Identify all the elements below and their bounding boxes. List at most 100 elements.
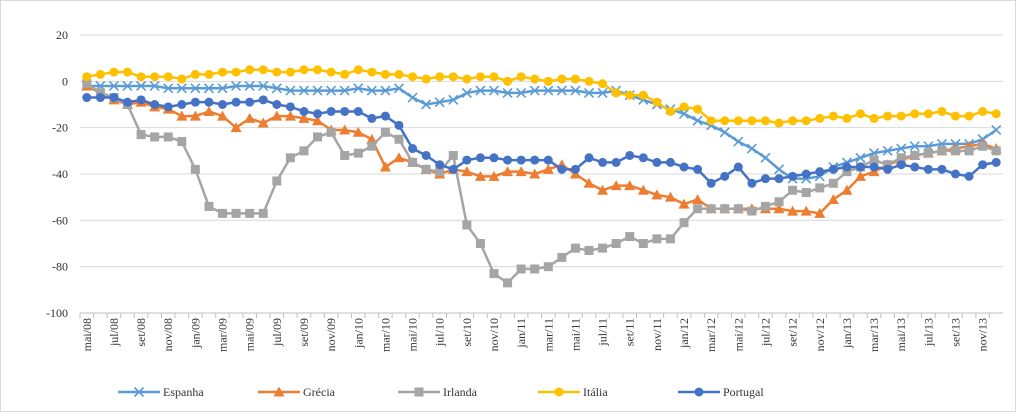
data-point [284, 110, 296, 121]
data-point [652, 97, 662, 107]
x-tick-label: mai/08 [80, 318, 94, 351]
data-point [82, 93, 92, 103]
data-point [923, 164, 933, 174]
data-point [516, 264, 526, 274]
data-point [231, 97, 241, 107]
data-point [733, 204, 743, 214]
data-point [353, 83, 364, 94]
data-point [394, 69, 404, 79]
data-point [136, 80, 147, 92]
x-tick-label: jul/12 [758, 318, 772, 347]
data-point [489, 153, 499, 163]
data-point [150, 100, 160, 109]
legend-label: Itália [583, 385, 608, 399]
data-point [516, 155, 526, 165]
data-point [435, 160, 445, 170]
data-point [950, 111, 960, 121]
data-point [123, 67, 133, 77]
x-tick-label: mai/12 [731, 318, 745, 351]
data-point [801, 169, 811, 179]
data-point [557, 252, 567, 262]
data-point [108, 80, 119, 92]
data-point [474, 170, 486, 181]
x-tick-label: jan/09 [188, 318, 202, 349]
data-point [448, 72, 458, 82]
data-point [393, 152, 405, 163]
data-point [204, 201, 214, 211]
data-point [787, 205, 799, 216]
data-point [570, 74, 580, 84]
data-point [189, 110, 201, 121]
data-point [978, 160, 988, 170]
data-point [883, 111, 893, 121]
data-point [883, 164, 893, 174]
data-point [204, 69, 214, 79]
data-point [584, 153, 594, 163]
data-point [583, 177, 595, 188]
data-point [598, 79, 608, 89]
data-point [543, 76, 553, 86]
data-point [706, 178, 716, 188]
data-point [367, 67, 377, 77]
data-point [570, 164, 580, 174]
data-point [339, 85, 350, 96]
data-point [978, 106, 988, 116]
data-point [896, 160, 906, 170]
data-point [258, 80, 269, 92]
data-point [869, 113, 879, 123]
data-point [842, 167, 852, 177]
data-point [719, 127, 730, 138]
data-point [652, 234, 662, 244]
data-point [367, 141, 377, 151]
data-point [190, 97, 200, 107]
x-tick-label: jul/11 [596, 318, 610, 347]
data-point [393, 83, 405, 94]
data-point [163, 83, 174, 94]
data-point [217, 83, 228, 94]
data-point [326, 85, 337, 96]
data-point [475, 85, 486, 96]
data-point [815, 113, 825, 123]
data-point [556, 85, 567, 96]
y-tick-label: 0 [62, 74, 68, 88]
data-point [788, 185, 798, 195]
data-point [217, 110, 229, 121]
data-point [720, 116, 730, 126]
data-point [272, 176, 282, 186]
data-point [462, 220, 472, 230]
data-point [340, 106, 350, 116]
data-point [896, 111, 906, 121]
data-point [692, 193, 704, 204]
data-point [625, 150, 635, 160]
data-point [910, 150, 920, 160]
legend-label: Irlanda [443, 385, 478, 399]
y-tick-label: -100 [46, 306, 68, 320]
x-tick-label: nov/11 [650, 318, 664, 351]
data-point [177, 100, 187, 109]
data-point [136, 72, 146, 82]
x-tick-label: set/10 [460, 318, 474, 347]
data-point [652, 157, 662, 167]
data-point [733, 116, 743, 126]
data-point [313, 109, 323, 119]
data-point [625, 232, 635, 242]
data-point [950, 169, 960, 179]
data-point [679, 102, 689, 112]
data-point [788, 171, 798, 181]
x-tick-label: jul/10 [433, 318, 447, 347]
data-point [733, 162, 743, 172]
data-point [379, 161, 391, 172]
data-point [937, 146, 947, 156]
x-tick-label: mai/13 [894, 318, 908, 351]
data-point [489, 72, 499, 82]
data-point [231, 67, 241, 77]
data-point [638, 90, 648, 100]
data-point [339, 124, 351, 135]
data-point [855, 109, 865, 119]
data-point [529, 168, 541, 179]
data-point [136, 130, 146, 140]
data-point [231, 208, 241, 218]
data-point [299, 146, 309, 156]
data-point [664, 191, 676, 202]
data-point [298, 85, 310, 96]
